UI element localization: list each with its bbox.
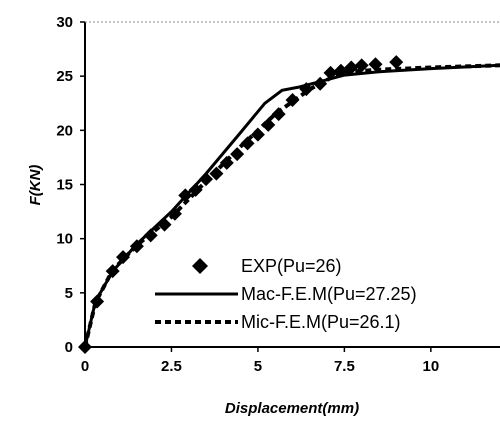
- exp-data-point: [240, 136, 255, 151]
- legend-label: EXP(Pu=26): [241, 256, 342, 276]
- exp-data-point: [230, 147, 245, 162]
- x-ticks: 0 2.5 5 7.5 10: [81, 347, 439, 375]
- y-tick-label: 0: [65, 339, 73, 356]
- legend-background: [152, 250, 500, 342]
- legend-diamond-marker: [192, 258, 208, 274]
- x-axis-title: Displacement(mm): [225, 400, 359, 417]
- legend: EXP(Pu=26) Mac-F.E.M(Pu=27.25) Mic-F.E.M(P…: [152, 250, 500, 342]
- x-tick-label: 0: [81, 358, 89, 375]
- x-tick-label: 2.5: [161, 358, 182, 375]
- y-tick-label: 30: [56, 14, 73, 31]
- y-tick-label: 5: [65, 285, 73, 302]
- exp-data-point: [389, 55, 404, 70]
- y-ticks: 0 5 10 15 20 25 30: [56, 14, 85, 356]
- y-tick-label: 20: [56, 122, 73, 139]
- y-axis-title: F(KN): [27, 165, 44, 206]
- x-tick-label: 10: [422, 358, 439, 375]
- series-layer: [78, 55, 500, 354]
- mic-fem-series-line: [83, 63, 500, 348]
- y-tick-label: 15: [56, 177, 73, 194]
- legend-label: Mic-F.E.M(Pu=26.1): [241, 312, 401, 332]
- y-tick-label: 25: [56, 68, 73, 85]
- y-tick-label: 10: [56, 231, 73, 248]
- x-tick-label: 5: [254, 358, 262, 375]
- legend-label: Mac-F.E.M(Pu=27.25): [241, 284, 417, 304]
- x-tick-label: 7.5: [334, 358, 355, 375]
